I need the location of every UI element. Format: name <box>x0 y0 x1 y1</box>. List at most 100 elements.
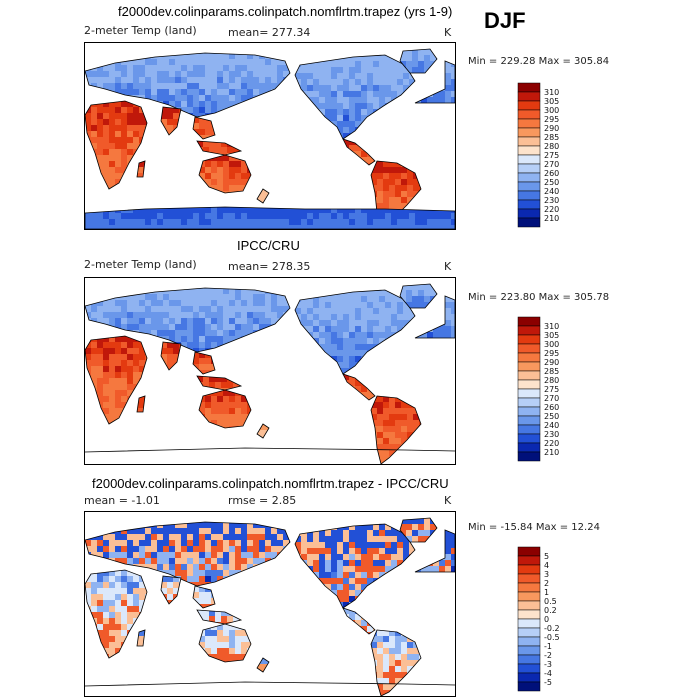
panel-2-map <box>84 277 456 465</box>
coastline-se-asia <box>192 351 216 375</box>
colorbar-tick-label: 0.5 <box>544 597 557 606</box>
colorbar-swatch <box>517 645 541 656</box>
panel-3-units: K <box>444 494 452 507</box>
colorbar-tick-label: 250 <box>544 412 559 421</box>
colorbar-swatch <box>517 82 541 93</box>
coastline-australia <box>198 623 252 663</box>
coastline-indonesia <box>196 609 243 625</box>
colorbar-swatch <box>517 424 541 435</box>
coastline-central-america <box>342 373 376 401</box>
colorbar-swatch <box>517 343 541 354</box>
colorbar-swatch <box>517 663 541 674</box>
coastline-africa <box>85 100 148 190</box>
panel-2-variable: 2-meter Temp (land) <box>84 258 197 271</box>
colorbar-tick-label: 285 <box>544 133 559 142</box>
colorbar-tick-label: 300 <box>544 340 559 349</box>
colorbar-tick-label: 310 <box>544 88 559 97</box>
colorbar-tick-label: -5 <box>544 678 552 687</box>
colorbar-swatch <box>517 136 541 147</box>
colorbar-swatch <box>517 181 541 192</box>
colorbar-swatch <box>517 672 541 683</box>
land-central-america <box>343 374 375 400</box>
colorbar-tick-label: 260 <box>544 403 559 412</box>
colorbar-swatch <box>517 334 541 345</box>
panel-1-units: K <box>444 26 452 39</box>
coastline-greenland <box>399 283 438 309</box>
panel-1-mean: mean= 277.34 <box>228 26 311 39</box>
colorbar-tick-label: -2 <box>544 651 552 660</box>
coastline-europe-asia <box>85 52 291 118</box>
land-india <box>161 107 181 135</box>
colorbar-tick-label: 0 <box>544 615 549 624</box>
panel-1-map <box>84 42 456 230</box>
land-south-america <box>371 396 421 464</box>
colorbar-tick-label: 275 <box>544 385 559 394</box>
colorbar-tick-label: 275 <box>544 151 559 160</box>
land-central-america <box>343 139 375 165</box>
colorbar-tick-label: 290 <box>544 124 559 133</box>
land-se-asia <box>193 352 215 374</box>
panel-2-title: IPCC/CRU <box>237 238 300 253</box>
panel-3-minmax: Min = -15.84 Max = 12.24 <box>468 522 600 533</box>
colorbar-swatch <box>517 627 541 638</box>
panel-3-map <box>84 511 456 697</box>
coastline-madagascar <box>136 160 146 178</box>
colorbar-swatch <box>517 397 541 408</box>
colorbar-tick-label: 230 <box>544 430 559 439</box>
colorbar-tick-label: -1 <box>544 642 552 651</box>
coastline-north-america <box>294 54 416 140</box>
colorbar-tick-label: 270 <box>544 160 559 169</box>
colorbar-swatch <box>517 127 541 138</box>
colorbar-tick-label: 240 <box>544 187 559 196</box>
antarctica-coastline <box>85 681 455 687</box>
coastline-australia <box>198 389 252 429</box>
coastline-africa <box>85 569 148 659</box>
panel-1-minmax: Min = 229.28 Max = 305.84 <box>468 56 610 67</box>
land-africa <box>85 336 147 424</box>
colorbar-swatch <box>517 109 541 120</box>
panel-3-title: f2000dev.colinparams.colinpatch.nomflrtm… <box>92 476 449 491</box>
coastline-africa <box>85 335 148 425</box>
panel-2-units: K <box>444 260 452 273</box>
colorbar-tick-label: 290 <box>544 358 559 367</box>
colorbar-swatch <box>517 654 541 665</box>
colorbar-swatch <box>517 325 541 336</box>
panel-2-colorbar: 310 305 300 295 290 285 280 275 270 260 250 240 230 2… <box>516 316 576 467</box>
coastline-greenland <box>399 48 438 74</box>
panel-1-variable: 2-meter Temp (land) <box>84 24 197 37</box>
colorbar-tick-label: 300 <box>544 106 559 115</box>
coastline-central-america <box>342 607 376 635</box>
coastline-north-america <box>294 289 416 375</box>
colorbar-tick-label: 305 <box>544 331 559 340</box>
colorbar-tick-label: 250 <box>544 178 559 187</box>
colorbar-swatch <box>517 379 541 390</box>
colorbar-swatch <box>517 636 541 647</box>
coastline-indonesia <box>196 140 243 156</box>
colorbar-swatch <box>517 370 541 381</box>
coastline-se-asia <box>192 585 216 609</box>
coastline-north-america <box>294 523 416 609</box>
colorbar-tick-label: -3 <box>544 660 552 669</box>
colorbar-swatch <box>517 190 541 201</box>
colorbar-tick-label: 230 <box>544 196 559 205</box>
panel-2-mean: mean= 278.35 <box>228 260 311 273</box>
colorbar-tick-label: 220 <box>544 439 559 448</box>
colorbar-swatch <box>517 316 541 327</box>
colorbar-swatch <box>517 199 541 210</box>
land-central-america <box>343 608 375 634</box>
colorbar-tick-label: 210 <box>544 214 559 223</box>
coastline-australia <box>198 154 252 194</box>
colorbar-tick-label: 260 <box>544 169 559 178</box>
panel-3-colorbar: 5 4 3 2 1 0.5 0.2 0 -0.2 -0.5 -1 -2 -3 -4 -5 <box>516 546 576 697</box>
colorbar-swatch <box>517 618 541 629</box>
colorbar-swatch <box>517 582 541 593</box>
panel-2-minmax: Min = 223.80 Max = 305.78 <box>468 292 610 303</box>
colorbar-tick-label: -0.2 <box>544 624 560 633</box>
coastline-indonesia <box>196 375 243 391</box>
coastline-india <box>160 575 182 605</box>
land-se-asia <box>193 586 215 608</box>
coastline-se-asia <box>192 116 216 140</box>
colorbar-swatch <box>517 388 541 399</box>
coastline-europe-asia <box>85 287 291 353</box>
colorbar-tick-label: 295 <box>544 115 559 124</box>
